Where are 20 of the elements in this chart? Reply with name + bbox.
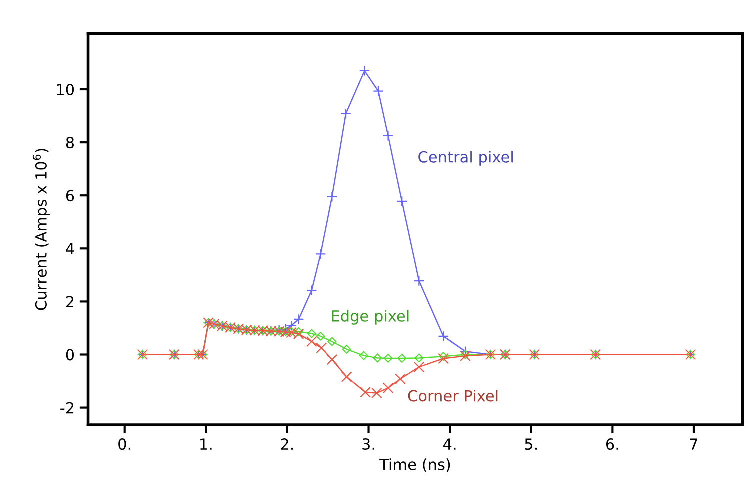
y-tick-label: 6 [66, 190, 74, 202]
x-tick-label: 6. [606, 438, 618, 450]
x-tick-label: 5. [525, 438, 538, 450]
x-tick-label: 7 [690, 438, 698, 450]
x-tick-label: 4. [444, 438, 456, 450]
x-axis-title: Time (ns) [380, 458, 450, 472]
x-tick-label: 1. [200, 438, 212, 450]
x-tick-label: 2. [281, 438, 294, 450]
x-tick-label: 3. [362, 438, 374, 450]
y-tick-label: 4 [66, 243, 74, 254]
y-tick-label: 10 [57, 84, 74, 96]
series-label: Central pixel [418, 151, 513, 166]
series-label: Corner Pixel [408, 390, 498, 402]
series-label: Edge pixel [332, 310, 409, 325]
y-axis-title: Current (Amps x 10$^{6}$) [32, 149, 50, 310]
y-tick-label: 0 [66, 349, 74, 361]
x-tick-label: 0. [118, 438, 130, 450]
y-tick-label: 2 [66, 296, 74, 308]
y-tick-label: -2 [60, 402, 74, 414]
y-tick-label: 8 [66, 137, 74, 149]
